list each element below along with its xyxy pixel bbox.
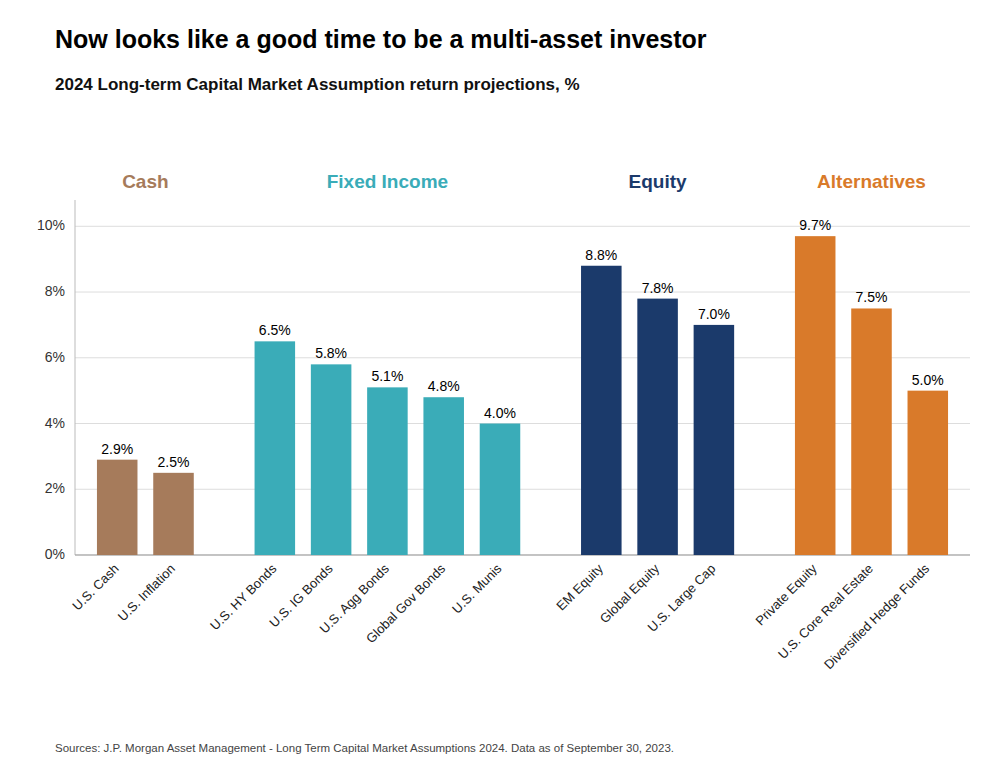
bar	[694, 325, 735, 555]
bar	[908, 391, 949, 555]
bar	[97, 460, 138, 555]
y-axis-line	[75, 200, 76, 555]
x-tick-label: U.S. Core Real Estate	[775, 561, 876, 662]
x-tick-label: U.S. Cash	[69, 561, 122, 614]
data-label: 2.9%	[101, 441, 133, 457]
data-label: 5.1%	[371, 368, 403, 384]
data-label: 7.5%	[856, 289, 888, 305]
data-label: 7.0%	[698, 306, 730, 322]
grid	[75, 226, 970, 555]
chart: Now looks like a good time to be a multi…	[0, 0, 1000, 770]
y-tick-label: 8%	[45, 283, 65, 299]
bar	[795, 236, 836, 555]
bar	[637, 299, 678, 555]
grid-line	[75, 489, 970, 490]
source: Sources: J.P. Morgan Asset Management - …	[55, 742, 674, 754]
grid-line	[75, 226, 970, 227]
bars	[97, 236, 948, 555]
bar	[851, 308, 892, 555]
x-tick-label: U.S. Large Cap	[644, 561, 718, 635]
bar	[480, 424, 521, 555]
bar	[367, 387, 408, 555]
bar	[153, 473, 194, 555]
subtitle: 2024 Long-term Capital Market Assumption…	[55, 75, 580, 94]
group-label: Fixed Income	[327, 171, 448, 192]
data-label: 5.8%	[315, 345, 347, 361]
y-tick-label: 6%	[45, 349, 65, 365]
data-label: 4.0%	[484, 405, 516, 421]
grid-line	[75, 292, 970, 293]
grid-line	[75, 555, 970, 556]
data-label: 9.7%	[799, 217, 831, 233]
x-tick-label: Diversified Hedge Funds	[821, 561, 933, 673]
data-label: 2.5%	[158, 454, 190, 470]
data-label: 7.8%	[642, 280, 674, 296]
y-tick-label: 10%	[37, 217, 65, 233]
x-tick-label: U.S. Munis	[449, 561, 505, 617]
grid-line	[75, 423, 970, 424]
y-tick-label: 0%	[45, 546, 65, 562]
y-tick-label: 2%	[45, 480, 65, 496]
background	[0, 0, 1000, 770]
data-label: 4.8%	[428, 378, 460, 394]
x-tick-label: EM Equity	[553, 561, 606, 614]
bar	[255, 341, 296, 555]
x-tick-label: U.S. Inflation	[115, 561, 178, 624]
data-label: 8.8%	[585, 247, 617, 263]
x-axis-line	[75, 555, 970, 556]
x-tick-label: Global Gov Bonds	[363, 561, 449, 647]
data-label: 5.0%	[912, 372, 944, 388]
bar	[581, 266, 622, 555]
bar	[311, 364, 352, 555]
data-label: 6.5%	[259, 322, 291, 338]
y-tick-label: 4%	[45, 415, 65, 431]
title: Now looks like a good time to be a multi…	[55, 25, 707, 53]
group-label: Cash	[122, 171, 168, 192]
group-label: Alternatives	[817, 171, 926, 192]
grid-line	[75, 357, 970, 358]
bar	[423, 397, 464, 555]
group-label: Equity	[629, 171, 687, 192]
